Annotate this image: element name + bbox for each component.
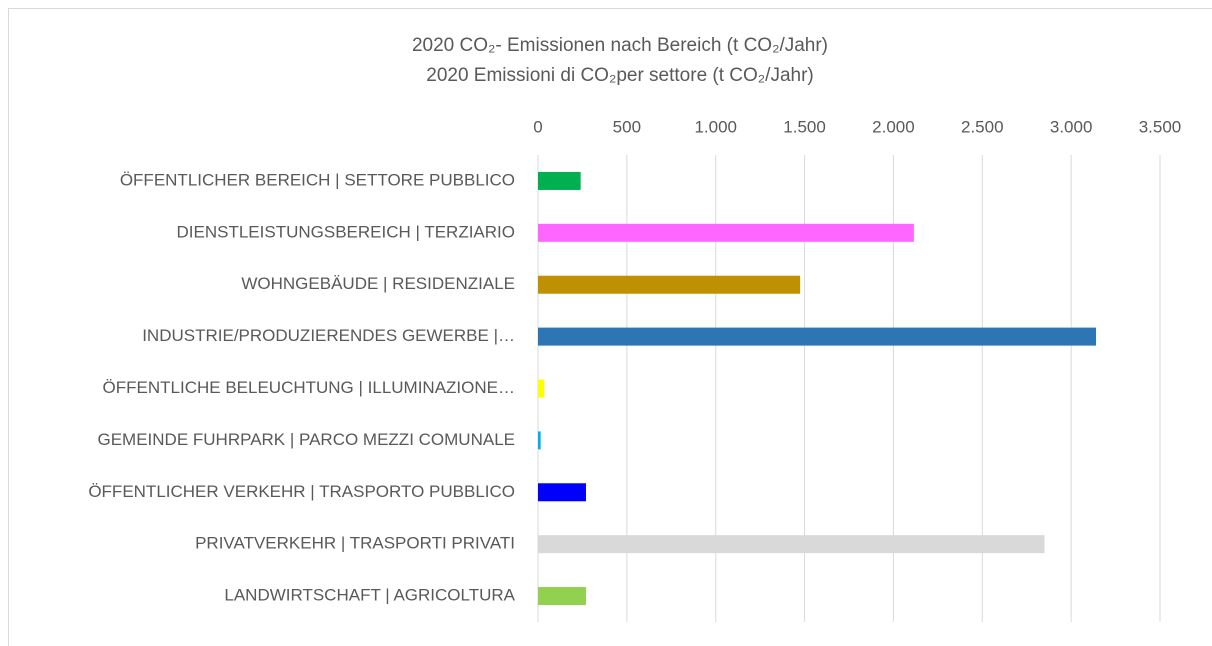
y-tick-label: WOHNGEBÄUDE | RESIDENZIALE <box>241 274 515 293</box>
x-tick-label: 2.500 <box>961 117 1004 136</box>
x-tick-label: 1.000 <box>694 117 737 136</box>
x-tick-label: 0 <box>533 117 542 136</box>
x-tick-label: 3.000 <box>1050 117 1093 136</box>
bar <box>538 587 586 606</box>
chart-frame <box>8 8 1212 646</box>
x-tick-label: 1.500 <box>783 117 826 136</box>
y-tick-label: ÖFFENTLICHER BEREICH | SETTORE PUBBLICO <box>120 170 515 189</box>
y-tick-label: LANDWIRTSCHAFT | AGRICOLTURA <box>224 586 515 605</box>
y-tick-label: DIENSTLEISTUNGSBEREICH | TERZIARIO <box>177 222 516 241</box>
y-tick-label: INDUSTRIE/PRODUZIERENDES GEWERBE |… <box>142 326 515 345</box>
bar <box>538 535 1045 554</box>
x-tick-label: 500 <box>613 117 641 136</box>
x-tick-label: 3.500 <box>1139 117 1182 136</box>
y-tick-label: GEMEINDE FUHRPARK | PARCO MEZZI COMUNALE <box>98 430 516 449</box>
bar <box>538 431 541 450</box>
bar <box>538 483 586 502</box>
y-tick-label: ÖFFENTLICHE BELEUCHTUNG | ILLUMINAZIONE… <box>103 378 515 397</box>
bar <box>538 327 1097 346</box>
x-tick-label: 2.000 <box>872 117 915 136</box>
chart-subtitle: 2020 Emissioni di CO₂per settore (t CO₂/… <box>426 65 814 86</box>
y-tick-label: PRIVATVERKEHR | TRASPORTI PRIVATI <box>195 534 515 553</box>
bar <box>538 275 801 294</box>
bar <box>538 171 581 190</box>
bar <box>538 379 545 398</box>
bar <box>538 223 914 242</box>
y-tick-label: ÖFFENTLICHER VERKEHR | TRASPORTO PUBBLIC… <box>88 482 515 501</box>
chart-title: 2020 CO₂- Emissionen nach Bereich (t CO₂… <box>412 35 828 56</box>
